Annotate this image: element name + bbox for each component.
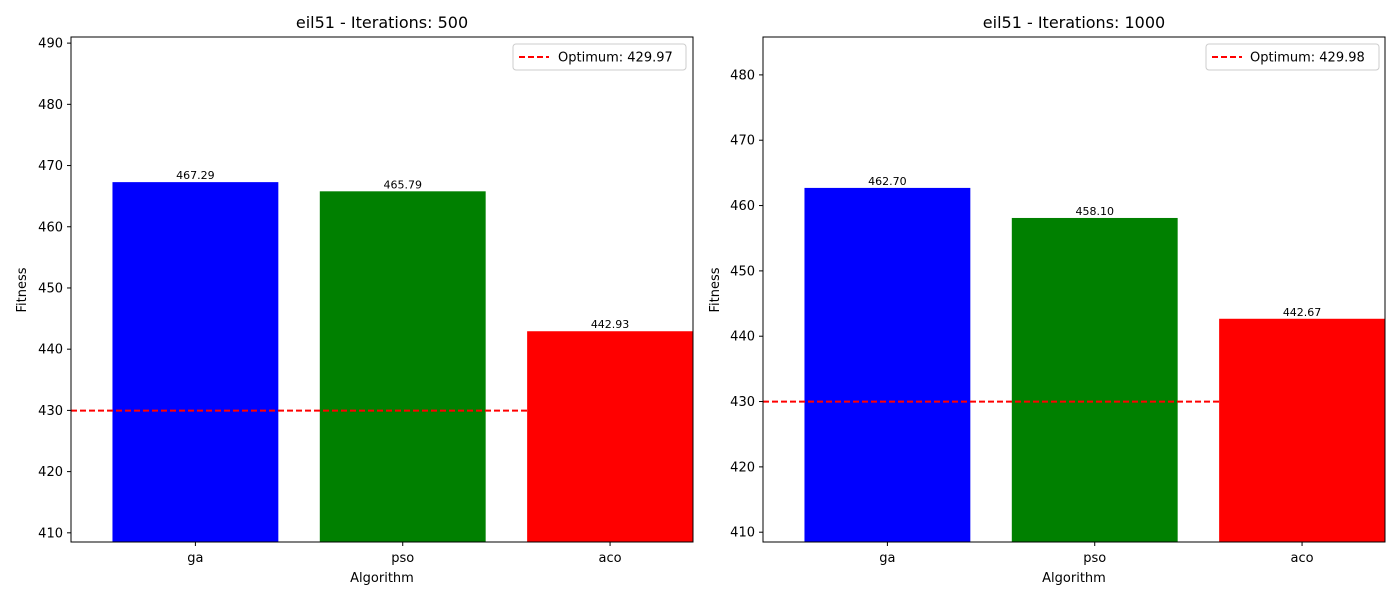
legend: Optimum: 429.98: [1205, 43, 1380, 71]
bars: [804, 187, 1385, 542]
x-tick-label: ga: [187, 551, 203, 566]
bar-value-label: 462.70: [868, 175, 907, 188]
y-axis-label: Fitness: [708, 267, 723, 312]
axes-frame: [70, 36, 694, 543]
chart-title: eil51 - Iterations: 1000: [983, 13, 1165, 32]
axes-frame: [762, 36, 1386, 543]
bar-ga: [112, 182, 279, 542]
legend-label: Optimum: 429.97: [558, 51, 673, 66]
y-tick-label: 410: [38, 526, 63, 541]
bar-value-label: 442.93: [591, 318, 630, 331]
bar-pso: [319, 191, 486, 543]
y-axis-ticks: 410 420 430 440 450 460 470 480: [730, 68, 763, 541]
legend-label: Optimum: 429.98: [1250, 51, 1365, 66]
legend: Optimum: 429.97: [512, 43, 687, 71]
y-tick-label: 420: [38, 465, 63, 480]
y-tick-label: 480: [730, 68, 755, 83]
y-tick-label: 490: [38, 37, 63, 52]
bar-value-label: 465.79: [383, 178, 422, 191]
x-tick-label: pso: [391, 551, 414, 566]
bar-aco: [1219, 318, 1385, 542]
y-tick-label: 450: [730, 264, 755, 279]
y-tick-label: 480: [38, 98, 63, 113]
x-tick-label: aco: [599, 551, 622, 566]
x-tick-label: aco: [1291, 551, 1314, 566]
y-tick-label: 430: [730, 395, 755, 410]
bar-value-labels: 462.70 458.10 442.67: [868, 175, 1321, 319]
y-tick-label: 430: [38, 404, 63, 419]
x-axis-ticks: ga pso aco: [879, 542, 1314, 566]
y-axis-label: Fitness: [15, 267, 30, 312]
y-tick-label: 460: [730, 199, 755, 214]
bar-pso: [1011, 217, 1178, 542]
y-tick-label: 460: [38, 220, 63, 235]
legend-box: [1205, 43, 1380, 71]
bars: [112, 182, 693, 543]
legend-box: [512, 43, 687, 71]
y-tick-label: 450: [38, 281, 63, 296]
y-tick-label: 470: [730, 134, 755, 149]
x-axis-label: Algorithm: [350, 571, 414, 586]
bar-ga: [804, 187, 971, 542]
x-tick-label: pso: [1083, 551, 1106, 566]
x-axis-label: Algorithm: [1042, 571, 1106, 586]
bar-value-label: 467.29: [176, 169, 215, 182]
x-tick-label: ga: [879, 551, 895, 566]
y-tick-label: 440: [730, 330, 755, 345]
bar-value-label: 458.10: [1075, 205, 1114, 218]
chart-title: eil51 - Iterations: 500: [296, 13, 468, 32]
y-tick-label: 440: [38, 343, 63, 358]
y-tick-label: 420: [730, 460, 755, 475]
x-axis-ticks: ga pso aco: [187, 542, 622, 566]
chart-left: eil51 - Iterations: 500 467.29 465.79 442.…: [15, 13, 694, 586]
y-tick-label: 470: [38, 159, 63, 174]
bar-value-label: 442.67: [1283, 306, 1322, 319]
bar-value-labels: 467.29 465.79 442.93: [176, 169, 629, 331]
y-axis-ticks: 410 420 430 440 450 460 470 480 490: [38, 37, 71, 541]
chart-right: eil51 - Iterations: 1000 462.70 458.10 442…: [708, 13, 1386, 586]
bar-aco: [527, 331, 693, 542]
y-tick-label: 410: [730, 526, 755, 541]
